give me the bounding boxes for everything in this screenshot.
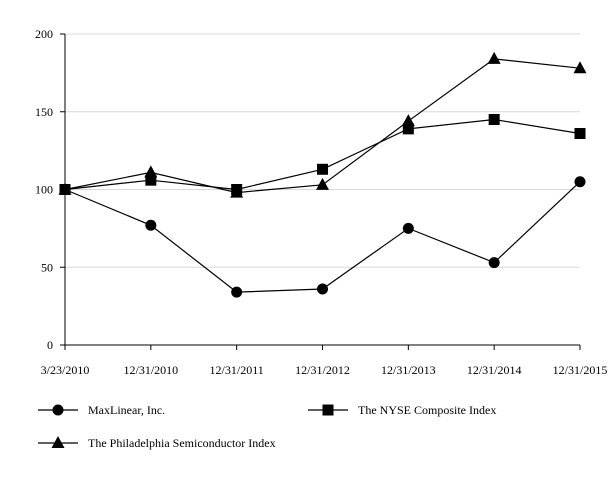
- triangle-point: [144, 165, 158, 178]
- x-tick-label: 12/31/2010: [123, 363, 178, 377]
- square-point: [488, 114, 500, 126]
- triangle-point: [58, 182, 72, 195]
- legend-square-marker: [322, 404, 334, 416]
- circle-point: [488, 257, 500, 269]
- series-triangle: [58, 51, 587, 198]
- y-tick-label: 200: [35, 27, 53, 41]
- y-axis-ticks: 0 50 100 150 200: [35, 27, 65, 352]
- legend-triangle-marker: [51, 436, 65, 448]
- triangle-point: [401, 114, 415, 127]
- y-tick-label: 50: [41, 260, 53, 274]
- y-tick-label: 150: [35, 105, 53, 119]
- triangle-point: [316, 177, 329, 190]
- circle-point: [574, 176, 586, 188]
- legend-label: MaxLinear, Inc.: [88, 403, 165, 417]
- gridlines: [65, 33, 580, 268]
- legend-circle-marker: [52, 404, 64, 416]
- legend-item: The Philadelphia Semiconductor Index: [38, 436, 276, 450]
- square-point: [402, 123, 414, 135]
- x-tick-label: 12/31/2014: [467, 363, 522, 377]
- legend-label: The Philadelphia Semiconductor Index: [88, 436, 276, 450]
- circle-point: [317, 283, 328, 295]
- triangle-point: [230, 185, 244, 198]
- y-tick-label: 100: [35, 183, 53, 197]
- triangle-point: [487, 51, 501, 64]
- triangle-point: [573, 61, 587, 74]
- circle-point: [145, 219, 157, 231]
- circle-point: [402, 222, 414, 234]
- x-axis-ticks: 3/23/2010 12/31/2010 12/31/2011 12/31/2012 1…: [41, 345, 608, 377]
- y-tick-label: 0: [47, 338, 53, 352]
- square-point: [145, 174, 157, 186]
- x-tick-label: 12/31/2011: [210, 363, 264, 377]
- series-group: [58, 51, 587, 298]
- x-tick-label: 12/31/2013: [381, 363, 436, 377]
- series-line: [64, 181, 581, 293]
- legend-label: The NYSE Composite Index: [358, 403, 496, 417]
- x-tick-label: 12/31/2012: [295, 363, 350, 377]
- legend-item: The NYSE Composite Index: [308, 403, 496, 417]
- square-point: [317, 163, 328, 175]
- x-tick-label: 12/31/2015: [553, 363, 608, 377]
- square-point: [574, 128, 586, 140]
- legend-item: MaxLinear, Inc.: [38, 403, 165, 417]
- circle-point: [231, 286, 243, 298]
- legend: MaxLinear, Inc. The NYSE Composite Index T…: [38, 403, 496, 450]
- x-tick-label: 3/23/2010: [41, 363, 90, 377]
- series-circle: [59, 176, 586, 298]
